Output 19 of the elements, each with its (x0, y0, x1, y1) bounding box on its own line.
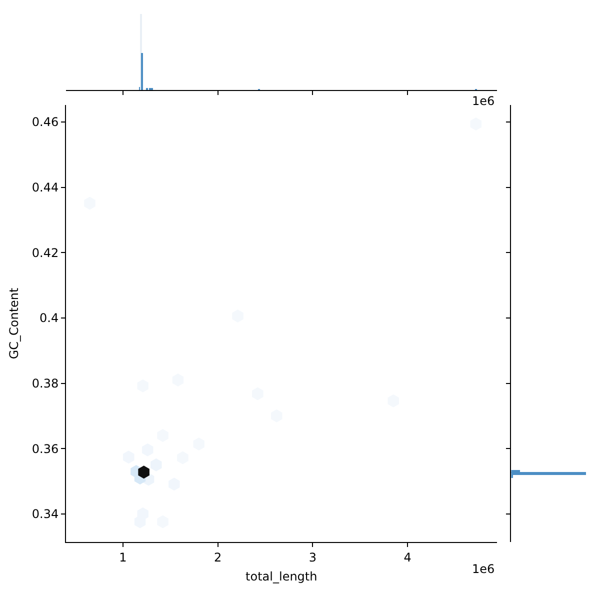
y-tick-label: 0.44 (32, 180, 59, 194)
y-tick-label: 0.46 (32, 115, 59, 130)
y-tick-label: 0.4 (40, 311, 59, 326)
x-tick-label: 2 (214, 550, 222, 564)
bar (141, 53, 143, 90)
y-tick-label: 0.36 (32, 442, 59, 456)
y-tick-label: 0.34 (32, 507, 59, 522)
x-tick-label: 3 (308, 550, 317, 564)
text: 1e6 (472, 562, 495, 576)
x-tick-label: 1 (119, 550, 127, 564)
y-axis-title: GC_Content (7, 287, 22, 360)
x-axis-title: total_length (246, 569, 318, 584)
point (123, 450, 134, 464)
point (150, 458, 162, 472)
y-tick-label: 0.42 (32, 246, 59, 260)
point (138, 466, 150, 479)
annotation: 1e6 (472, 94, 495, 108)
x-tick-label: 4 (404, 550, 412, 564)
y-tick-label: 0.38 (32, 376, 59, 390)
